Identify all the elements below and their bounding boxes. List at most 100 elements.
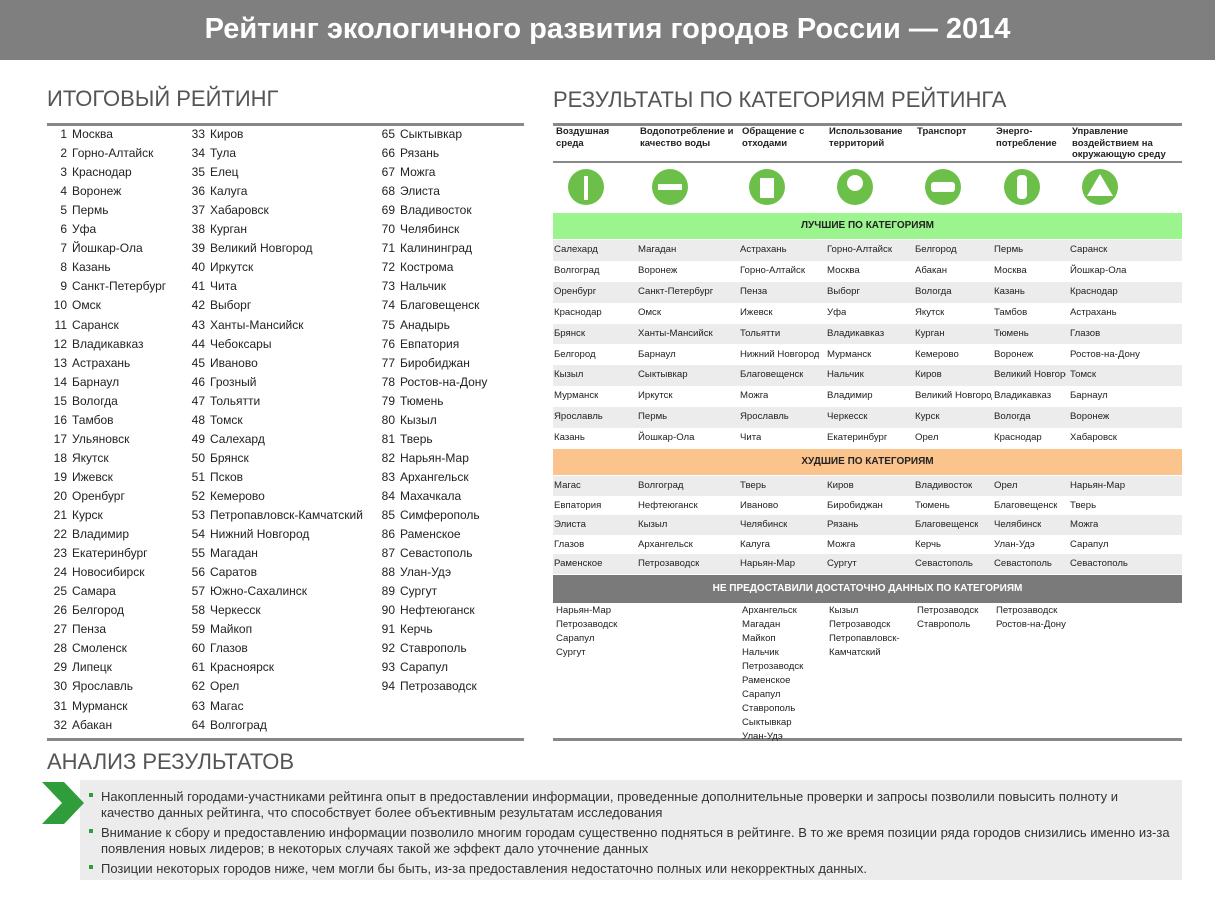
city: Ростов-на-Дону bbox=[400, 374, 488, 389]
city: Владимир bbox=[72, 527, 130, 542]
city: Брянск bbox=[210, 450, 249, 465]
rank: 41 bbox=[191, 279, 205, 294]
city: Махачкала bbox=[400, 488, 462, 503]
cell: Брянск bbox=[554, 327, 586, 339]
cell: Калуга bbox=[740, 538, 770, 550]
row-bg bbox=[553, 407, 1182, 429]
rank: 62 bbox=[191, 679, 205, 694]
rank: 69 bbox=[381, 203, 395, 218]
cell: Кемерово bbox=[915, 348, 959, 360]
rank: 29 bbox=[53, 660, 67, 675]
cell: Барнаул bbox=[638, 348, 676, 360]
glyph bbox=[584, 176, 588, 200]
nodata-city: Ростов-на-Дону bbox=[996, 619, 1066, 630]
cell: Черкесск bbox=[827, 411, 868, 423]
city: Архангельск bbox=[400, 469, 469, 484]
city: Казань bbox=[72, 260, 111, 275]
category-header: Использование территорий bbox=[829, 126, 903, 149]
city: Нальчик bbox=[400, 279, 446, 294]
rank: 45 bbox=[191, 355, 205, 370]
cell: Можга bbox=[740, 390, 769, 402]
city: Черкесск bbox=[210, 603, 261, 618]
cell: Уфа bbox=[827, 306, 847, 318]
cell: Пермь bbox=[994, 244, 1024, 255]
nodata-city: Петропавловск-Камчатский bbox=[829, 633, 900, 658]
rank: 56 bbox=[191, 565, 205, 580]
nodata-city: Сургут bbox=[556, 647, 586, 658]
ranking-heading: ИТОГОВЫЙ РЕЙТИНГ bbox=[47, 86, 279, 111]
rank: 92 bbox=[381, 641, 395, 656]
rank: 37 bbox=[191, 203, 205, 218]
cell: Орел bbox=[915, 432, 939, 444]
nodata-city: Петрозаводск bbox=[996, 605, 1058, 616]
city: Псков bbox=[210, 469, 244, 484]
city: Биробиджан bbox=[400, 355, 470, 370]
rule bbox=[553, 123, 1182, 126]
cell: Вологда bbox=[915, 285, 952, 297]
analysis-heading: АНАЛИЗ РЕЗУЛЬТАТОВ bbox=[47, 749, 295, 774]
cell: Воронеж bbox=[1070, 411, 1110, 423]
city: Ханты-Мансийск bbox=[210, 317, 304, 332]
cell: Биробиджан bbox=[827, 499, 883, 511]
city: Томск bbox=[210, 412, 243, 427]
rank: 68 bbox=[381, 184, 395, 199]
nodata-city: Петрозаводск bbox=[556, 619, 618, 630]
city: Санкт-Петербург bbox=[72, 279, 167, 294]
rank: 81 bbox=[381, 431, 395, 446]
glyph bbox=[658, 184, 682, 190]
cell: Горно-Алтайск bbox=[740, 264, 806, 276]
rank: 84 bbox=[381, 488, 395, 503]
cell: Мурманск bbox=[554, 390, 599, 402]
rank: 46 bbox=[191, 374, 205, 389]
city: Екатеринбург bbox=[72, 546, 148, 561]
city: Саранск bbox=[72, 317, 119, 332]
rank: 82 bbox=[381, 450, 395, 465]
cell: Воронеж bbox=[638, 264, 678, 276]
bullet-text: Внимание к сбору и предоставлению информ… bbox=[101, 825, 1170, 856]
city: Новосибирск bbox=[72, 565, 145, 580]
rank: 63 bbox=[191, 698, 205, 713]
rank: 28 bbox=[53, 641, 67, 656]
cell: Вологда bbox=[994, 411, 1031, 423]
rank: 5 bbox=[60, 203, 67, 218]
rank: 73 bbox=[381, 279, 395, 294]
rank: 66 bbox=[381, 146, 395, 161]
city: Якутск bbox=[72, 450, 109, 465]
city: Кызыл bbox=[400, 412, 437, 427]
glyph bbox=[760, 178, 774, 198]
rank: 88 bbox=[381, 565, 395, 580]
city: Челябинск bbox=[400, 222, 460, 237]
category-header: Обращение с отходами bbox=[742, 126, 805, 149]
rank: 11 bbox=[54, 317, 67, 332]
city: Самара bbox=[72, 584, 116, 599]
category-header: Водопотребление и качество воды bbox=[640, 126, 734, 149]
city: Южно-Сахалинск bbox=[210, 584, 308, 599]
bullet-text: Накопленный городами-участниками рейтинг… bbox=[101, 789, 1119, 820]
rank: 20 bbox=[53, 488, 67, 503]
city: Саратов bbox=[210, 565, 257, 580]
rank: 48 bbox=[191, 412, 205, 427]
glyph bbox=[847, 175, 863, 191]
rank: 42 bbox=[191, 298, 205, 313]
city: Нефтеюганск bbox=[400, 603, 475, 618]
rank: 47 bbox=[191, 393, 205, 408]
nodata-band: НЕ ПРЕДОСТАВИЛИ ДОСТАТОЧНО ДАННЫХ ПО КАТ… bbox=[553, 575, 1182, 603]
city: Выборг bbox=[210, 298, 252, 313]
city: Петропавловск-Камчатский bbox=[210, 508, 363, 522]
rank: 89 bbox=[381, 584, 395, 599]
city: Волгоград bbox=[210, 717, 267, 732]
cell: Великий Новгород bbox=[915, 390, 992, 402]
cell: Севастополь bbox=[915, 558, 973, 570]
cell: Краснодар bbox=[554, 306, 602, 318]
cell: Киров bbox=[915, 369, 942, 381]
city: Пермь bbox=[72, 203, 109, 218]
cell: Москва bbox=[827, 264, 860, 276]
rank: 39 bbox=[191, 241, 205, 256]
city: Сыктывкар bbox=[400, 127, 463, 141]
rank: 30 bbox=[53, 679, 67, 694]
city: Керчь bbox=[400, 622, 433, 637]
cell: Белгород bbox=[554, 348, 596, 360]
city: Кострома bbox=[400, 260, 454, 275]
rank: 54 bbox=[191, 527, 205, 542]
rank: 32 bbox=[53, 717, 67, 732]
